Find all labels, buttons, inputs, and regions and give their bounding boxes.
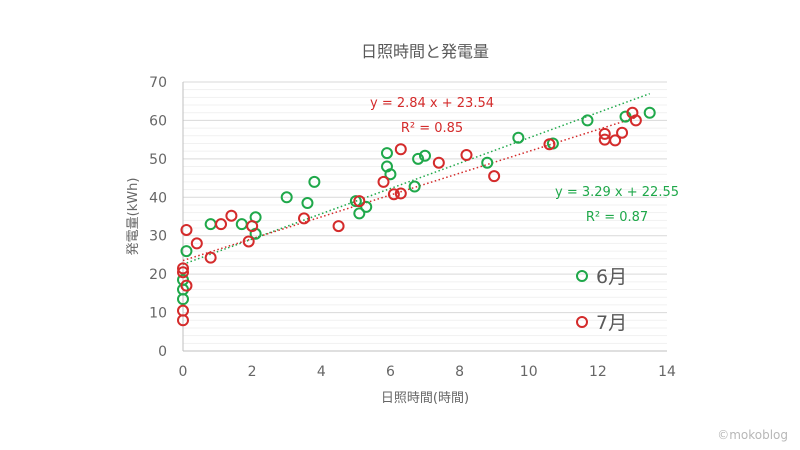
legend-marker [576, 316, 588, 328]
data-point-series-2 [246, 220, 259, 233]
data-point-series-2 [177, 266, 189, 279]
y-tick-label: 10 [149, 306, 167, 322]
data-point-series-2 [598, 127, 611, 140]
legend-marker [576, 270, 588, 282]
data-point-series-1 [481, 156, 494, 169]
data-point-series-2 [488, 170, 501, 183]
data-point-series-2 [332, 220, 345, 233]
data-point-series-2 [177, 262, 189, 275]
data-point-series-2 [215, 218, 228, 231]
data-point-series-2 [609, 134, 622, 147]
x-tick-label: 6 [386, 364, 395, 380]
data-point-series-1 [349, 195, 362, 208]
data-point-series-2 [629, 114, 642, 127]
data-point-series-1 [419, 149, 431, 162]
data-point-series-2 [177, 314, 189, 327]
x-tick-label: 2 [248, 364, 257, 380]
data-point-series-2 [387, 188, 400, 201]
data-point-series-2 [460, 149, 473, 162]
x-axis-label: 日照時間(時間) [381, 391, 469, 406]
data-point-series-1 [308, 175, 321, 188]
trendline-equation: y = 3.29 x + 22.55 [555, 185, 679, 200]
y-tick-label: 50 [149, 152, 167, 168]
gridlines [183, 81, 667, 344]
data-point-series-2 [298, 212, 310, 225]
y-tick-label: 20 [149, 267, 167, 283]
data-point-series-1 [280, 191, 293, 204]
data-point-series-2 [394, 187, 407, 200]
data-point-series-1 [180, 245, 193, 258]
data-point-series-1 [380, 147, 393, 160]
legend-label: 7月 [596, 312, 627, 334]
y-tick-label: 60 [149, 113, 167, 129]
trendline-r2: R² = 0.85 [401, 121, 463, 136]
trendline-r2: R² = 0.87 [586, 210, 648, 225]
data-point-series-1 [512, 131, 525, 144]
data-point-series-1 [301, 197, 314, 210]
trendline-equation: y = 2.84 x + 23.54 [370, 96, 494, 111]
data-point-series-2 [204, 251, 217, 264]
y-tick-label: 0 [158, 344, 167, 360]
x-tick-label: 10 [520, 364, 538, 380]
data-point-series-2 [353, 195, 366, 208]
x-tick-label: 0 [179, 364, 188, 380]
data-point-series-2 [180, 223, 193, 236]
data-point-series-1 [384, 168, 397, 181]
trendline-1 [182, 92, 650, 266]
data-point-series-1 [643, 106, 656, 119]
data-point-series-1 [408, 180, 421, 193]
legend-label: 6月 [596, 266, 627, 288]
data-points [177, 106, 656, 327]
data-point-series-2 [432, 156, 445, 169]
chart-title: 日照時間と発電量 [361, 42, 489, 61]
data-point-series-2 [190, 237, 203, 250]
data-point-series-1 [412, 152, 425, 165]
data-point-series-2 [543, 138, 556, 151]
y-tick-label: 30 [149, 229, 167, 245]
data-point-series-2 [394, 143, 407, 156]
data-point-series-2 [616, 126, 629, 139]
data-point-series-1 [177, 293, 189, 306]
data-point-series-2 [180, 279, 193, 292]
data-point-series-1 [360, 200, 373, 213]
y-tick-label: 70 [149, 75, 167, 91]
x-tick-label: 14 [658, 364, 676, 380]
data-point-series-2 [225, 209, 238, 222]
y-axis-label: 発電量(kWh) [126, 178, 141, 256]
watermark: ©mokoblog [717, 428, 788, 442]
data-point-series-1 [581, 114, 594, 127]
x-tick-label: 4 [317, 364, 326, 380]
y-tick-label: 40 [149, 190, 167, 206]
data-point-series-1 [353, 207, 366, 220]
data-point-series-2 [242, 235, 255, 248]
legend: 6月 7月 [576, 266, 627, 334]
x-tick-label: 12 [589, 364, 607, 380]
data-point-series-2 [377, 175, 390, 188]
x-tick-label: 8 [455, 364, 464, 380]
axes: 0 2 4 6 8 10 12 14 0 10 20 30 40 50 60 70 [149, 75, 676, 380]
